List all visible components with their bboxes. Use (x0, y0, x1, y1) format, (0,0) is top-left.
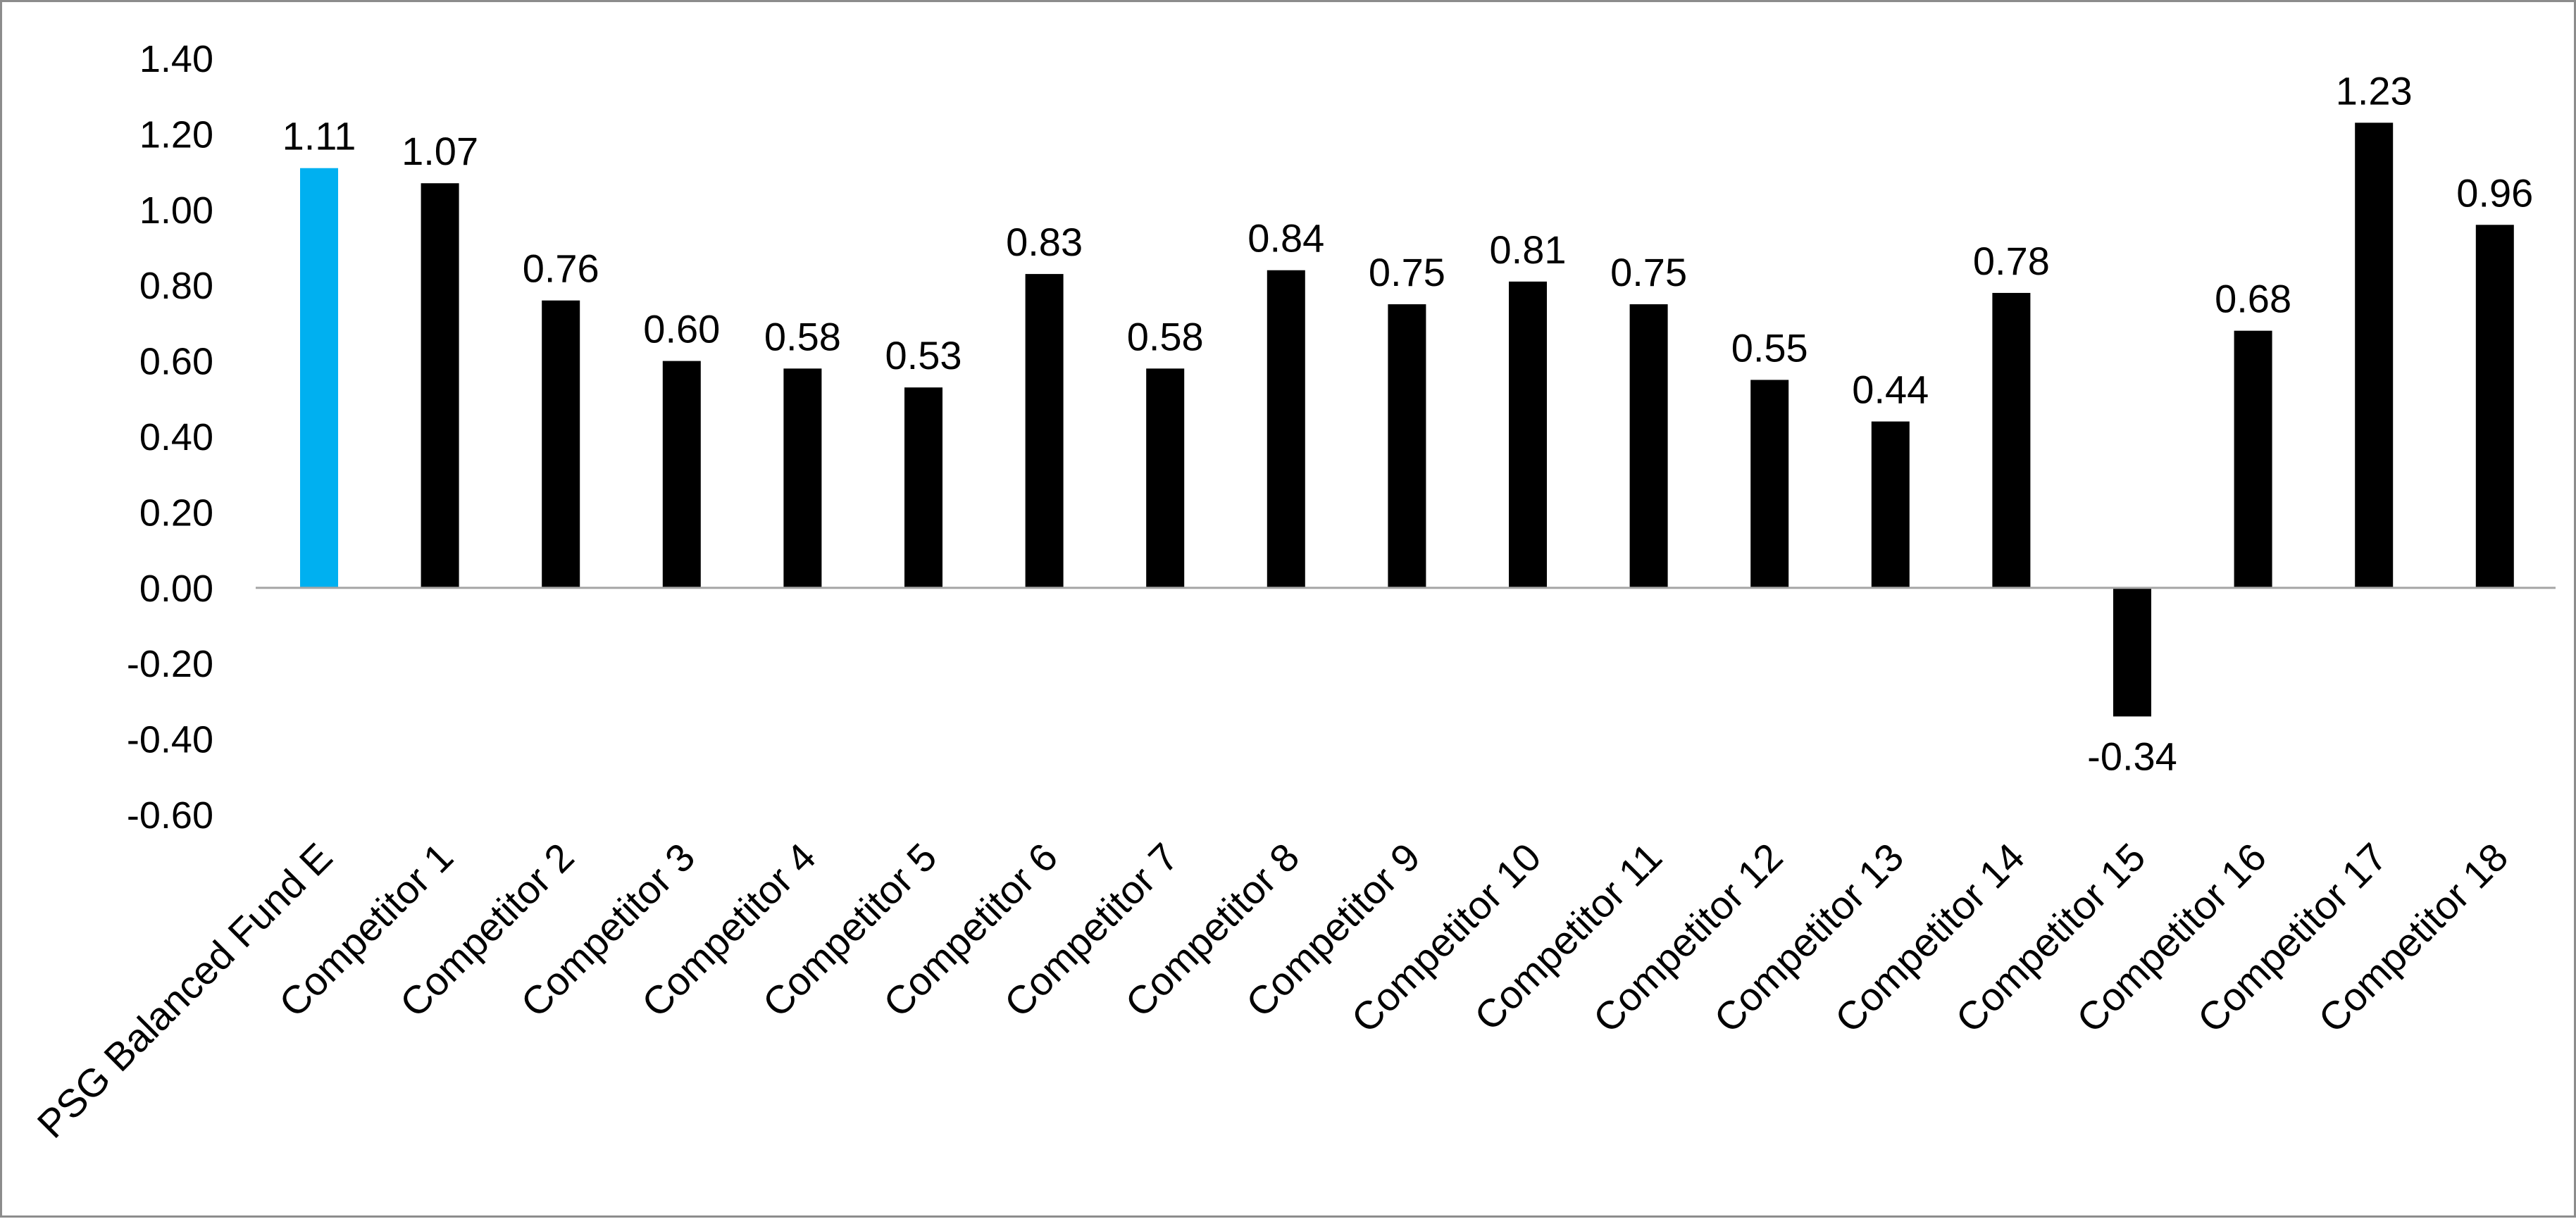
bar (662, 361, 701, 588)
bar (1267, 270, 1305, 588)
bar (1992, 292, 2031, 588)
bar (1750, 380, 1789, 588)
data-label: 0.75 (1610, 250, 1687, 294)
data-labels: 1.11 1.07 0.76 0.60 0.58 0.53 0.83 0.58 0.84 0.75… (282, 68, 2534, 778)
data-label: 1.23 (2336, 68, 2413, 113)
bar-highlight (300, 168, 338, 588)
bar (421, 183, 459, 588)
bar (1146, 368, 1185, 588)
bars (300, 123, 2514, 717)
bar (2234, 330, 2272, 588)
bar (1388, 304, 1426, 588)
bar (1871, 421, 1910, 588)
data-label: 0.78 (1973, 239, 2050, 283)
data-label: 0.76 (523, 246, 599, 291)
bar (904, 387, 942, 588)
y-tick-label: -0.20 (127, 643, 213, 685)
bar (783, 368, 822, 588)
data-label: 0.53 (885, 333, 962, 377)
data-label: 0.81 (1490, 227, 1567, 272)
data-label: 0.60 (643, 307, 720, 351)
data-label: 0.75 (1369, 250, 1445, 294)
bar (542, 300, 580, 588)
bar (1025, 274, 1064, 588)
y-tick-label: 0.40 (139, 416, 213, 458)
data-label: 0.96 (2456, 170, 2533, 215)
bar (2355, 123, 2394, 588)
data-label: 0.68 (2215, 277, 2291, 321)
bar (1629, 304, 1668, 588)
y-axis-tick-labels: 1.40 1.20 1.00 0.80 0.60 0.40 0.20 0.00 -0.20 -0.… (127, 38, 213, 837)
bar (2113, 587, 2151, 717)
y-tick-label: -0.60 (127, 794, 213, 837)
data-label: 0.58 (1127, 314, 1204, 358)
data-label: 1.11 (282, 114, 356, 158)
data-label: 0.55 (1731, 325, 1808, 370)
bar (2475, 225, 2514, 588)
y-tick-label: 0.80 (139, 265, 213, 307)
y-tick-label: 1.20 (139, 113, 213, 156)
data-label: 0.44 (1852, 368, 1929, 412)
y-tick-label: 0.20 (139, 492, 213, 534)
y-tick-label: 0.60 (139, 341, 213, 383)
y-tick-label: 0.00 (139, 568, 213, 610)
data-label: 0.84 (1247, 216, 1324, 261)
bar (1509, 281, 1547, 588)
y-tick-label: 1.40 (139, 38, 213, 80)
data-label: 0.83 (1006, 220, 1083, 264)
y-tick-label: 1.00 (139, 189, 213, 232)
data-label: 1.07 (402, 129, 478, 173)
data-label: 0.58 (764, 314, 841, 358)
data-label: -0.34 (2087, 734, 2177, 778)
y-tick-label: -0.40 (127, 719, 213, 761)
